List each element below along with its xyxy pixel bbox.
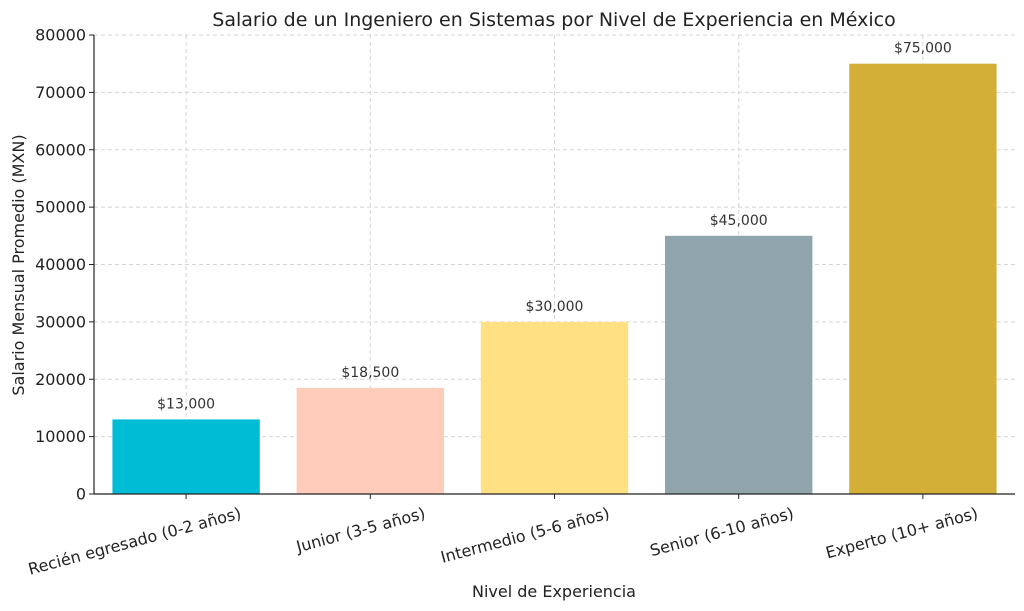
data-labels: $13,000 $18,500 $30,000 $45,000 $75,000	[157, 41, 952, 413]
y-tick-label: 20000	[35, 370, 86, 389]
bar	[112, 419, 260, 494]
bar-value-label: $30,000	[526, 299, 584, 315]
y-tick-label: 80000	[35, 26, 86, 45]
y-tick-label: 60000	[35, 140, 86, 159]
bar-value-label: $45,000	[710, 213, 768, 229]
bar	[665, 235, 813, 494]
y-ticks: 0 10000 20000 30000 40000 50000 60000 70000 8000…	[35, 26, 94, 504]
y-tick-label: 70000	[35, 83, 86, 102]
y-axis-label: Salario Mensual Promedio (MXN)	[9, 134, 28, 395]
bar-value-label: $18,500	[341, 365, 399, 381]
y-tick-label: 50000	[35, 198, 86, 217]
x-tick-label: Senior (6-10 años)	[648, 504, 796, 561]
bar-value-label: $75,000	[894, 41, 952, 57]
bar	[480, 321, 629, 494]
bar	[296, 387, 444, 494]
x-tick-label: Recién egresado (0-2 años)	[26, 504, 243, 579]
y-tick-label: 10000	[35, 427, 86, 446]
y-tick-label: 30000	[35, 312, 86, 331]
bars	[112, 63, 997, 494]
y-tick-label: 40000	[35, 255, 86, 274]
x-tick-label: Experto (10+ años)	[824, 504, 980, 563]
x-ticks: Recién egresado (0-2 años) Junior (3-5 añ…	[26, 494, 980, 579]
x-tick-label: Junior (3-5 años)	[293, 504, 427, 557]
x-tick-label: Intermedio (5-6 años)	[439, 504, 612, 567]
bar	[849, 63, 997, 494]
chart-title: Salario de un Ingeniero en Sistemas por …	[212, 9, 895, 31]
y-tick-label: 0	[76, 485, 86, 504]
bar-value-label: $13,000	[157, 396, 215, 412]
x-axis-label: Nivel de Experiencia	[472, 582, 636, 601]
